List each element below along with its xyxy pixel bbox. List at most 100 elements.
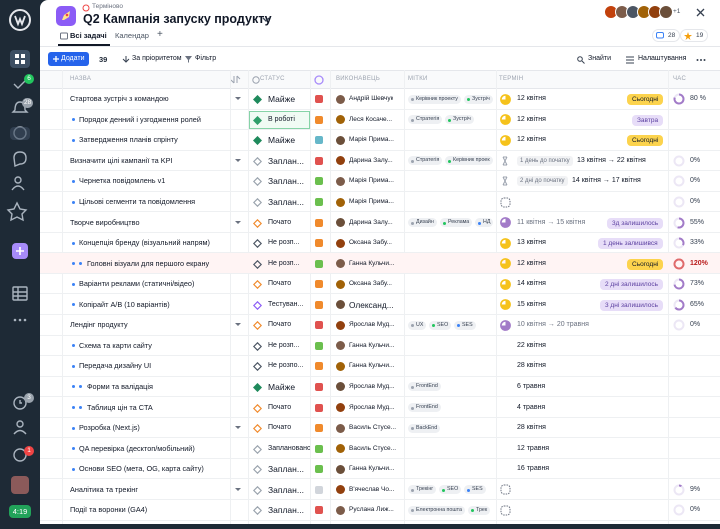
status[interactable]: Заплан... bbox=[268, 505, 304, 516]
task-name[interactable]: Основи SEO (мета, OG, карта сайту) bbox=[79, 464, 204, 474]
status[interactable]: Заплановано... bbox=[268, 444, 310, 452]
task-name[interactable]: Передача дизайну UI bbox=[79, 361, 152, 371]
task-name[interactable]: Аналітика та трекінг bbox=[70, 484, 138, 494]
status[interactable]: Почато bbox=[268, 321, 292, 329]
status[interactable]: Заплан... bbox=[268, 464, 304, 475]
task-name[interactable]: Цільові сегменти та повідомлення bbox=[79, 197, 196, 207]
search[interactable]: Знайти bbox=[588, 55, 612, 62]
status[interactable]: В роботі bbox=[268, 115, 295, 123]
status[interactable]: Почато bbox=[268, 424, 292, 432]
row[interactable] bbox=[40, 151, 720, 172]
row[interactable] bbox=[40, 192, 720, 213]
task-name[interactable]: Копірайт A/B (10 варіантів) bbox=[79, 299, 170, 309]
row[interactable] bbox=[40, 274, 720, 295]
task-name[interactable]: Головні візуали для першого екрану bbox=[87, 258, 210, 268]
assignee-avatar bbox=[336, 382, 345, 392]
tag[interactable]: SES bbox=[464, 485, 486, 495]
task-name[interactable]: Творче виробництво bbox=[70, 217, 140, 227]
tag[interactable]: Керівник проек bbox=[445, 156, 493, 166]
task-name[interactable]: Чернетка повідомлень v1 bbox=[79, 176, 166, 186]
status[interactable]: Заплан... bbox=[268, 176, 304, 187]
tag[interactable]: Стратегія bbox=[408, 156, 443, 166]
tag[interactable]: UX bbox=[408, 320, 427, 330]
tag[interactable]: SES bbox=[454, 320, 476, 330]
tag[interactable]: FrontEnd bbox=[408, 382, 441, 392]
due-badge: 3 дні залишилось bbox=[600, 299, 664, 311]
status[interactable]: Не розпо... bbox=[268, 362, 304, 370]
task-name[interactable]: Стартова зустріч з командою bbox=[70, 94, 169, 104]
task-name[interactable]: Розробка (Next.js) bbox=[79, 423, 140, 433]
time-ring bbox=[673, 278, 685, 290]
row[interactable] bbox=[40, 418, 720, 439]
row[interactable] bbox=[40, 253, 720, 274]
likes[interactable]: 19 bbox=[680, 29, 709, 42]
row[interactable] bbox=[40, 500, 720, 521]
add-button[interactable]: Додати bbox=[48, 52, 89, 66]
status[interactable]: Почато bbox=[268, 280, 292, 288]
tag[interactable]: Реклама bbox=[440, 218, 473, 228]
status[interactable]: Заплан... bbox=[268, 484, 304, 495]
tag[interactable]: НД bbox=[475, 218, 494, 228]
task-name[interactable]: Таблиця цін та CTA bbox=[87, 402, 153, 412]
task-name[interactable]: Порядок денний і узгодження ролей bbox=[79, 114, 201, 124]
status[interactable]: Не розп... bbox=[268, 259, 300, 267]
row[interactable] bbox=[40, 212, 720, 233]
sort[interactable]: За пріоритетом bbox=[132, 55, 182, 62]
row[interactable] bbox=[40, 336, 720, 357]
tab-add[interactable]: + bbox=[157, 29, 163, 40]
settings[interactable]: Налаштування bbox=[638, 55, 687, 62]
status[interactable]: Тестуван... bbox=[268, 300, 304, 308]
due-date: 13 квітня → 22 квітня bbox=[577, 156, 646, 164]
task-name[interactable]: Форми та валідація bbox=[87, 381, 153, 391]
task-name[interactable]: Схема та карти сайту bbox=[79, 340, 152, 350]
task-name[interactable]: QA перевірка (десктоп/мобільний) bbox=[79, 443, 195, 453]
row[interactable] bbox=[40, 397, 720, 418]
task-name[interactable]: Події та воронки (GA4) bbox=[70, 505, 148, 515]
tab[interactable]: Календар bbox=[115, 31, 149, 40]
comments[interactable]: 28 bbox=[652, 29, 681, 42]
task-name[interactable]: Затвердження планів спрінту bbox=[79, 135, 178, 145]
row[interactable] bbox=[40, 110, 720, 131]
row[interactable] bbox=[40, 171, 720, 192]
tag[interactable]: Керівник проекту bbox=[408, 94, 461, 104]
tag[interactable]: SEO bbox=[439, 485, 462, 495]
status[interactable]: Заплан... bbox=[268, 197, 304, 208]
row[interactable] bbox=[40, 377, 720, 398]
tag[interactable]: Електронна пошта bbox=[408, 505, 465, 515]
sidebar-badge: 28 bbox=[22, 98, 34, 108]
status[interactable]: Почато bbox=[268, 218, 292, 226]
tag[interactable]: SEO bbox=[429, 320, 452, 330]
status[interactable]: Не розп... bbox=[268, 239, 300, 247]
row[interactable] bbox=[40, 356, 720, 377]
status[interactable]: Майже bbox=[268, 135, 296, 146]
tag[interactable]: Зустріч bbox=[464, 94, 493, 104]
task-name[interactable]: Визначити цілі кампанії та KPI bbox=[70, 155, 173, 165]
tag[interactable]: FrontEnd bbox=[408, 403, 441, 413]
tag[interactable]: Зустріч bbox=[445, 115, 474, 125]
tag[interactable]: Стратегія bbox=[408, 115, 443, 125]
row[interactable] bbox=[40, 295, 720, 316]
tab[interactable]: Всі задачі bbox=[70, 31, 107, 40]
row[interactable] bbox=[40, 438, 720, 459]
status[interactable]: Майже bbox=[268, 381, 296, 392]
row[interactable] bbox=[40, 89, 720, 110]
tag[interactable]: BackEnd bbox=[408, 423, 441, 433]
filter[interactable]: Фільтр bbox=[195, 55, 217, 62]
status[interactable]: Майже bbox=[268, 94, 296, 105]
status[interactable]: Заплан... bbox=[268, 155, 304, 166]
row[interactable] bbox=[40, 479, 720, 500]
assignee: Ганна Кульчи... bbox=[349, 341, 395, 349]
task-name[interactable]: Варіанти реклами (статичні/відео) bbox=[79, 279, 195, 289]
row[interactable] bbox=[40, 459, 720, 480]
row[interactable] bbox=[40, 233, 720, 254]
status[interactable]: Почато bbox=[268, 403, 292, 411]
status[interactable]: Не розп... bbox=[268, 341, 300, 349]
tag[interactable]: Дизайн bbox=[408, 218, 437, 228]
row[interactable] bbox=[40, 130, 720, 151]
row[interactable] bbox=[40, 315, 720, 336]
task-name[interactable]: Лендінг продукту bbox=[70, 320, 128, 330]
task-name[interactable]: Концепція бренду (візуальний напрям) bbox=[79, 238, 210, 248]
tag[interactable]: Трекінг bbox=[408, 485, 437, 495]
column-divider bbox=[310, 70, 311, 524]
tag[interactable]: Трек bbox=[468, 505, 491, 515]
